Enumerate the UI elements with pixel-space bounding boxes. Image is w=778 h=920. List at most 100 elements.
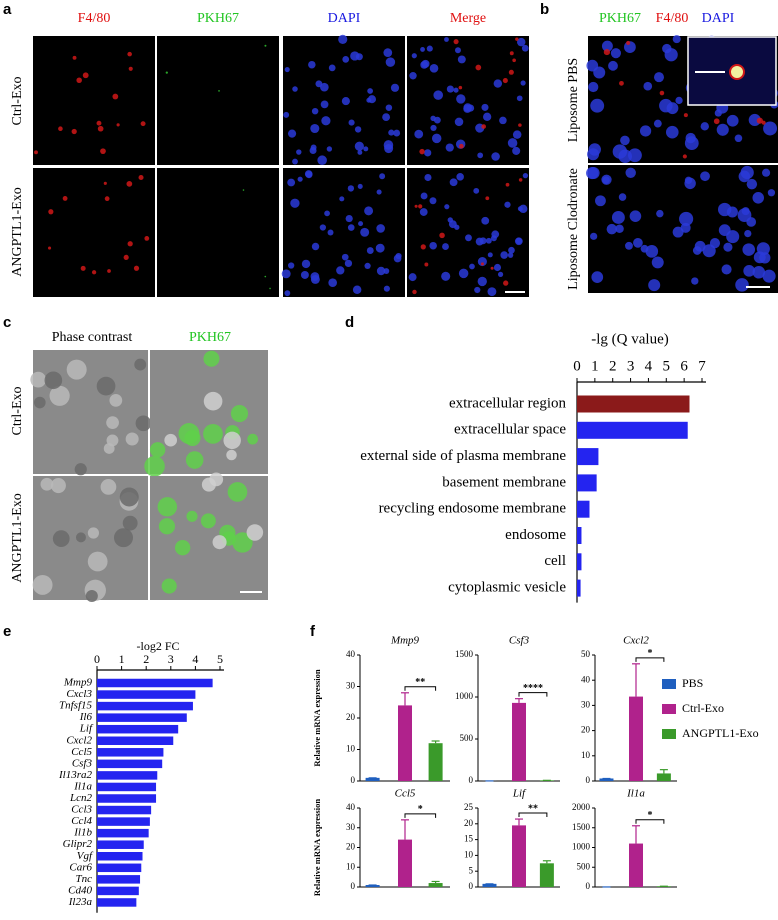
cell-spot xyxy=(493,263,502,272)
cell-spot xyxy=(444,37,449,42)
row-label: Ctrl-Exo xyxy=(10,77,25,126)
cell-spot xyxy=(481,103,489,111)
cell-spot xyxy=(321,116,331,126)
cell-spot xyxy=(458,268,469,279)
cell-spot xyxy=(385,57,396,67)
bar xyxy=(629,843,643,887)
cell-spot xyxy=(756,242,770,256)
cell-spot xyxy=(292,86,298,92)
error-bar xyxy=(431,880,440,884)
cell-spot xyxy=(742,243,756,256)
category-label: Cd40 xyxy=(68,884,92,896)
cell-spot xyxy=(385,104,393,111)
y-tick-label: 40 xyxy=(346,802,356,812)
bar xyxy=(97,863,142,873)
bar xyxy=(97,852,143,861)
cell-spot xyxy=(72,55,77,60)
category-label: cell xyxy=(544,553,566,569)
y-tick-label: 5 xyxy=(469,865,474,875)
error-bar xyxy=(632,663,640,697)
cell-spot xyxy=(269,287,271,290)
cell-spot xyxy=(290,198,300,208)
cell-spot xyxy=(474,286,481,294)
cell-spot xyxy=(485,237,492,244)
cell-spot xyxy=(497,271,504,277)
cell-spot xyxy=(456,94,466,104)
cell-spot xyxy=(656,209,664,218)
cell-spot xyxy=(515,37,519,41)
error-bar xyxy=(431,740,440,744)
cell-spot xyxy=(376,266,386,276)
bar xyxy=(629,696,643,781)
cell-spot xyxy=(308,60,316,69)
cell-spot xyxy=(247,433,259,445)
cell-spot xyxy=(264,44,267,47)
y-tick-label: 1500 xyxy=(455,649,474,659)
cell-spot xyxy=(679,211,694,226)
cell-spot xyxy=(310,123,320,134)
y-tick-label: 500 xyxy=(460,733,474,743)
bar xyxy=(577,448,599,466)
cell-spot xyxy=(507,138,518,148)
cell-spot xyxy=(743,264,755,277)
cell-spot xyxy=(430,124,437,132)
cell-spot xyxy=(357,183,363,189)
cell-spot xyxy=(364,262,371,270)
y-tick-label: 10 xyxy=(464,849,474,859)
cell-spot xyxy=(133,265,140,271)
cell-spot xyxy=(504,201,511,208)
cell-spot xyxy=(645,245,659,258)
cell-spot xyxy=(520,80,526,86)
cell-spot xyxy=(320,82,329,92)
cell-spot xyxy=(127,241,133,247)
cell-spot xyxy=(752,266,766,279)
cell-spot xyxy=(684,177,696,190)
cell-spot xyxy=(502,78,508,84)
bar xyxy=(97,805,152,815)
cell-spot xyxy=(80,265,86,271)
significance-label: ** xyxy=(415,677,425,688)
cell-spot xyxy=(512,58,516,63)
cell-spot xyxy=(477,276,487,287)
cell-spot xyxy=(619,80,624,86)
cell-spot xyxy=(512,130,522,139)
cell-spot xyxy=(186,510,198,522)
category-label: cytoplasmic vesicle xyxy=(448,580,566,596)
legend-swatch xyxy=(662,729,676,739)
cell-spot xyxy=(414,129,424,139)
panel-letter: a xyxy=(3,1,12,18)
bar xyxy=(656,773,671,781)
cell-spot xyxy=(218,89,220,92)
cell-spot xyxy=(465,234,472,242)
panel-letter: b xyxy=(540,1,549,18)
cell-spot xyxy=(618,149,633,164)
cell-spot xyxy=(185,451,204,469)
cell-spot xyxy=(411,53,417,59)
significance-label: ** xyxy=(528,803,538,814)
bar xyxy=(398,839,412,887)
cell-spot xyxy=(300,270,309,279)
cell-spot xyxy=(112,93,119,100)
cell-spot xyxy=(376,224,385,233)
bar xyxy=(428,883,443,887)
cell-spot xyxy=(40,477,54,491)
y-tick-label: 500 xyxy=(577,861,591,871)
bar xyxy=(97,713,187,722)
bar xyxy=(97,771,158,780)
category-label: Car6 xyxy=(69,861,92,873)
cell-spot xyxy=(161,578,177,594)
cell-spot xyxy=(444,204,450,210)
bar xyxy=(97,817,150,826)
legend-label: PBS xyxy=(682,676,703,690)
cell-spot xyxy=(748,113,761,127)
cell-spot xyxy=(439,232,445,239)
error-bar xyxy=(632,825,640,844)
column-header: PKH67 xyxy=(599,11,641,26)
cell-spot xyxy=(672,35,681,44)
significance-label: * xyxy=(647,810,652,821)
cell-spot xyxy=(383,268,390,274)
cell-spot xyxy=(709,238,721,249)
error-bar xyxy=(401,692,409,706)
x-tick-label: 3 xyxy=(168,652,174,666)
cell-spot xyxy=(44,371,63,390)
